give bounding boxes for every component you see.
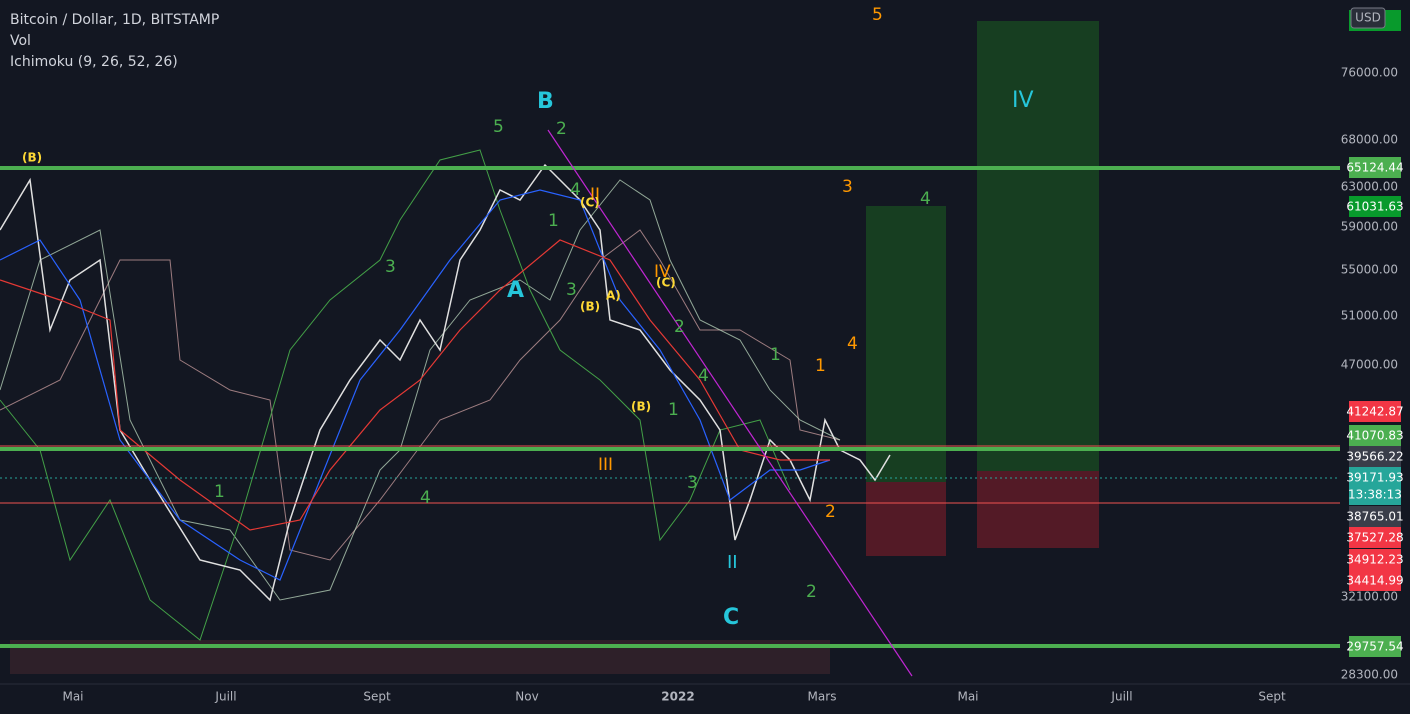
wave-label: 5 xyxy=(493,117,504,137)
base-line xyxy=(0,239,830,531)
time-label: Juill xyxy=(214,690,236,704)
long-target-zone xyxy=(866,206,946,482)
price-label: 63000.00 xyxy=(1341,180,1398,194)
price-label: 59000.00 xyxy=(1341,220,1398,234)
wave-label: 3 xyxy=(385,257,396,277)
wave-label: 3 xyxy=(842,177,853,197)
price-label: 28300.00 xyxy=(1341,668,1398,682)
wave-label: 3 xyxy=(566,280,577,300)
long-target-zone xyxy=(977,21,1099,471)
price-label: 47000.00 xyxy=(1341,358,1398,372)
price-tag: 61031.63 xyxy=(1346,200,1403,214)
cloud-span xyxy=(0,229,841,561)
wave-label: 4 xyxy=(847,334,858,354)
tag-bg xyxy=(1349,467,1401,505)
wave-label: 4 xyxy=(698,366,709,386)
tag-bg xyxy=(1349,506,1401,527)
time-label: Mai xyxy=(62,690,83,704)
time-label: Sept xyxy=(1258,690,1286,704)
time-label: 2022 xyxy=(661,690,694,704)
price-tag: 38765.01 xyxy=(1346,510,1403,524)
price-label: 32100.00 xyxy=(1341,590,1398,604)
long-stop-zone xyxy=(977,471,1099,548)
wave-label: (B) xyxy=(631,400,651,414)
wave-label: (C) xyxy=(656,276,676,290)
wave-label: 1 xyxy=(815,356,826,376)
wave-label: 2 xyxy=(674,317,685,337)
time-label: Sept xyxy=(363,690,391,704)
wave-label: 4 xyxy=(920,189,931,209)
lagging-span xyxy=(0,149,791,641)
price-tag: 65124.44 xyxy=(1346,161,1403,175)
price-tag: 41070.83 xyxy=(1346,429,1403,443)
trend-line xyxy=(547,129,913,677)
price-tag: 34414.99 xyxy=(1346,574,1403,588)
price-tag: 29757.54 xyxy=(1346,640,1403,654)
wave-label: 3 xyxy=(687,473,698,493)
indicator: Ichimoku (9, 26, 52, 26) xyxy=(10,54,178,70)
wave-label: 1 xyxy=(770,345,781,365)
price-tag: 37527.28 xyxy=(1346,531,1403,545)
wave-label: IV xyxy=(654,262,671,282)
cloud-span xyxy=(0,179,841,601)
wave-label: 1 xyxy=(214,482,225,502)
tag-bg xyxy=(1349,157,1401,178)
wave-labels: (B) 5 B 2 3 A 1 4 II (C) IV (C) 3 (B) A)… xyxy=(22,5,1034,630)
tag-bg xyxy=(1349,196,1401,217)
wave-label: (C) xyxy=(580,196,600,210)
wave-label: (B) xyxy=(22,151,42,165)
wave-label: IV xyxy=(1012,88,1034,113)
price-tag: 34912.23 xyxy=(1346,553,1403,567)
wave-label: II xyxy=(590,185,600,205)
tag-bg xyxy=(1349,527,1401,548)
tag-bg xyxy=(1349,425,1401,446)
price-tag: 39566.22 xyxy=(1346,450,1403,464)
wave-label: III xyxy=(598,455,613,475)
wave-label: 4 xyxy=(570,180,581,200)
tag-bg xyxy=(1349,636,1401,657)
wave-label: 5 xyxy=(872,5,883,25)
wave-label: 4 xyxy=(420,488,431,508)
price-label: 68000.00 xyxy=(1341,133,1398,147)
price-tags: 65124.44 61031.63 41242.87 41070.83 3956… xyxy=(1346,7,1404,657)
wave-label: 2 xyxy=(556,119,567,139)
wave-label: 1 xyxy=(668,400,679,420)
wave-label: 2 xyxy=(806,582,817,602)
wave-label: B xyxy=(537,89,554,114)
tag-bg xyxy=(1349,446,1401,467)
wave-label: 2 xyxy=(825,502,836,522)
conversion-line xyxy=(0,189,831,581)
tag-bg xyxy=(1349,549,1401,570)
tag-bg xyxy=(1349,570,1401,591)
wave-label: 1 xyxy=(548,211,559,231)
price-label: 51000.00 xyxy=(1341,309,1398,323)
time-label: Nov xyxy=(515,690,538,704)
currency[interactable]: USD xyxy=(1355,11,1381,25)
price-label: 76000.00 xyxy=(1341,66,1398,80)
price-label: 55000.00 xyxy=(1341,263,1398,277)
wave-label: A) xyxy=(606,289,621,303)
wave-label: C xyxy=(723,605,739,630)
wave-label: A xyxy=(507,278,524,303)
currency-button[interactable] xyxy=(1350,7,1386,29)
price-tag: 39171.93 xyxy=(1346,471,1403,485)
wave-label: II xyxy=(727,552,738,573)
tag-bg xyxy=(1349,401,1401,422)
price-tag: 41242.87 xyxy=(1346,405,1403,419)
long-stop-zone xyxy=(866,482,946,556)
time-label: Mars xyxy=(808,690,837,704)
wave-label: (B) xyxy=(580,300,600,314)
symbol: Bitcoin / Dollar, 1D, BITSTAMP xyxy=(10,12,219,28)
indicator: Vol xyxy=(10,33,31,49)
time-label: Mai xyxy=(957,690,978,704)
time-label: Juill xyxy=(1110,690,1132,704)
countdown: 13:38:13 xyxy=(1348,488,1402,502)
